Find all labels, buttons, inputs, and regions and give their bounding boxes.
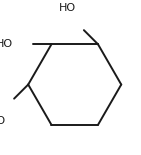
Text: HO: HO (0, 39, 13, 49)
Text: HO: HO (58, 3, 76, 13)
Text: HO: HO (0, 116, 6, 126)
